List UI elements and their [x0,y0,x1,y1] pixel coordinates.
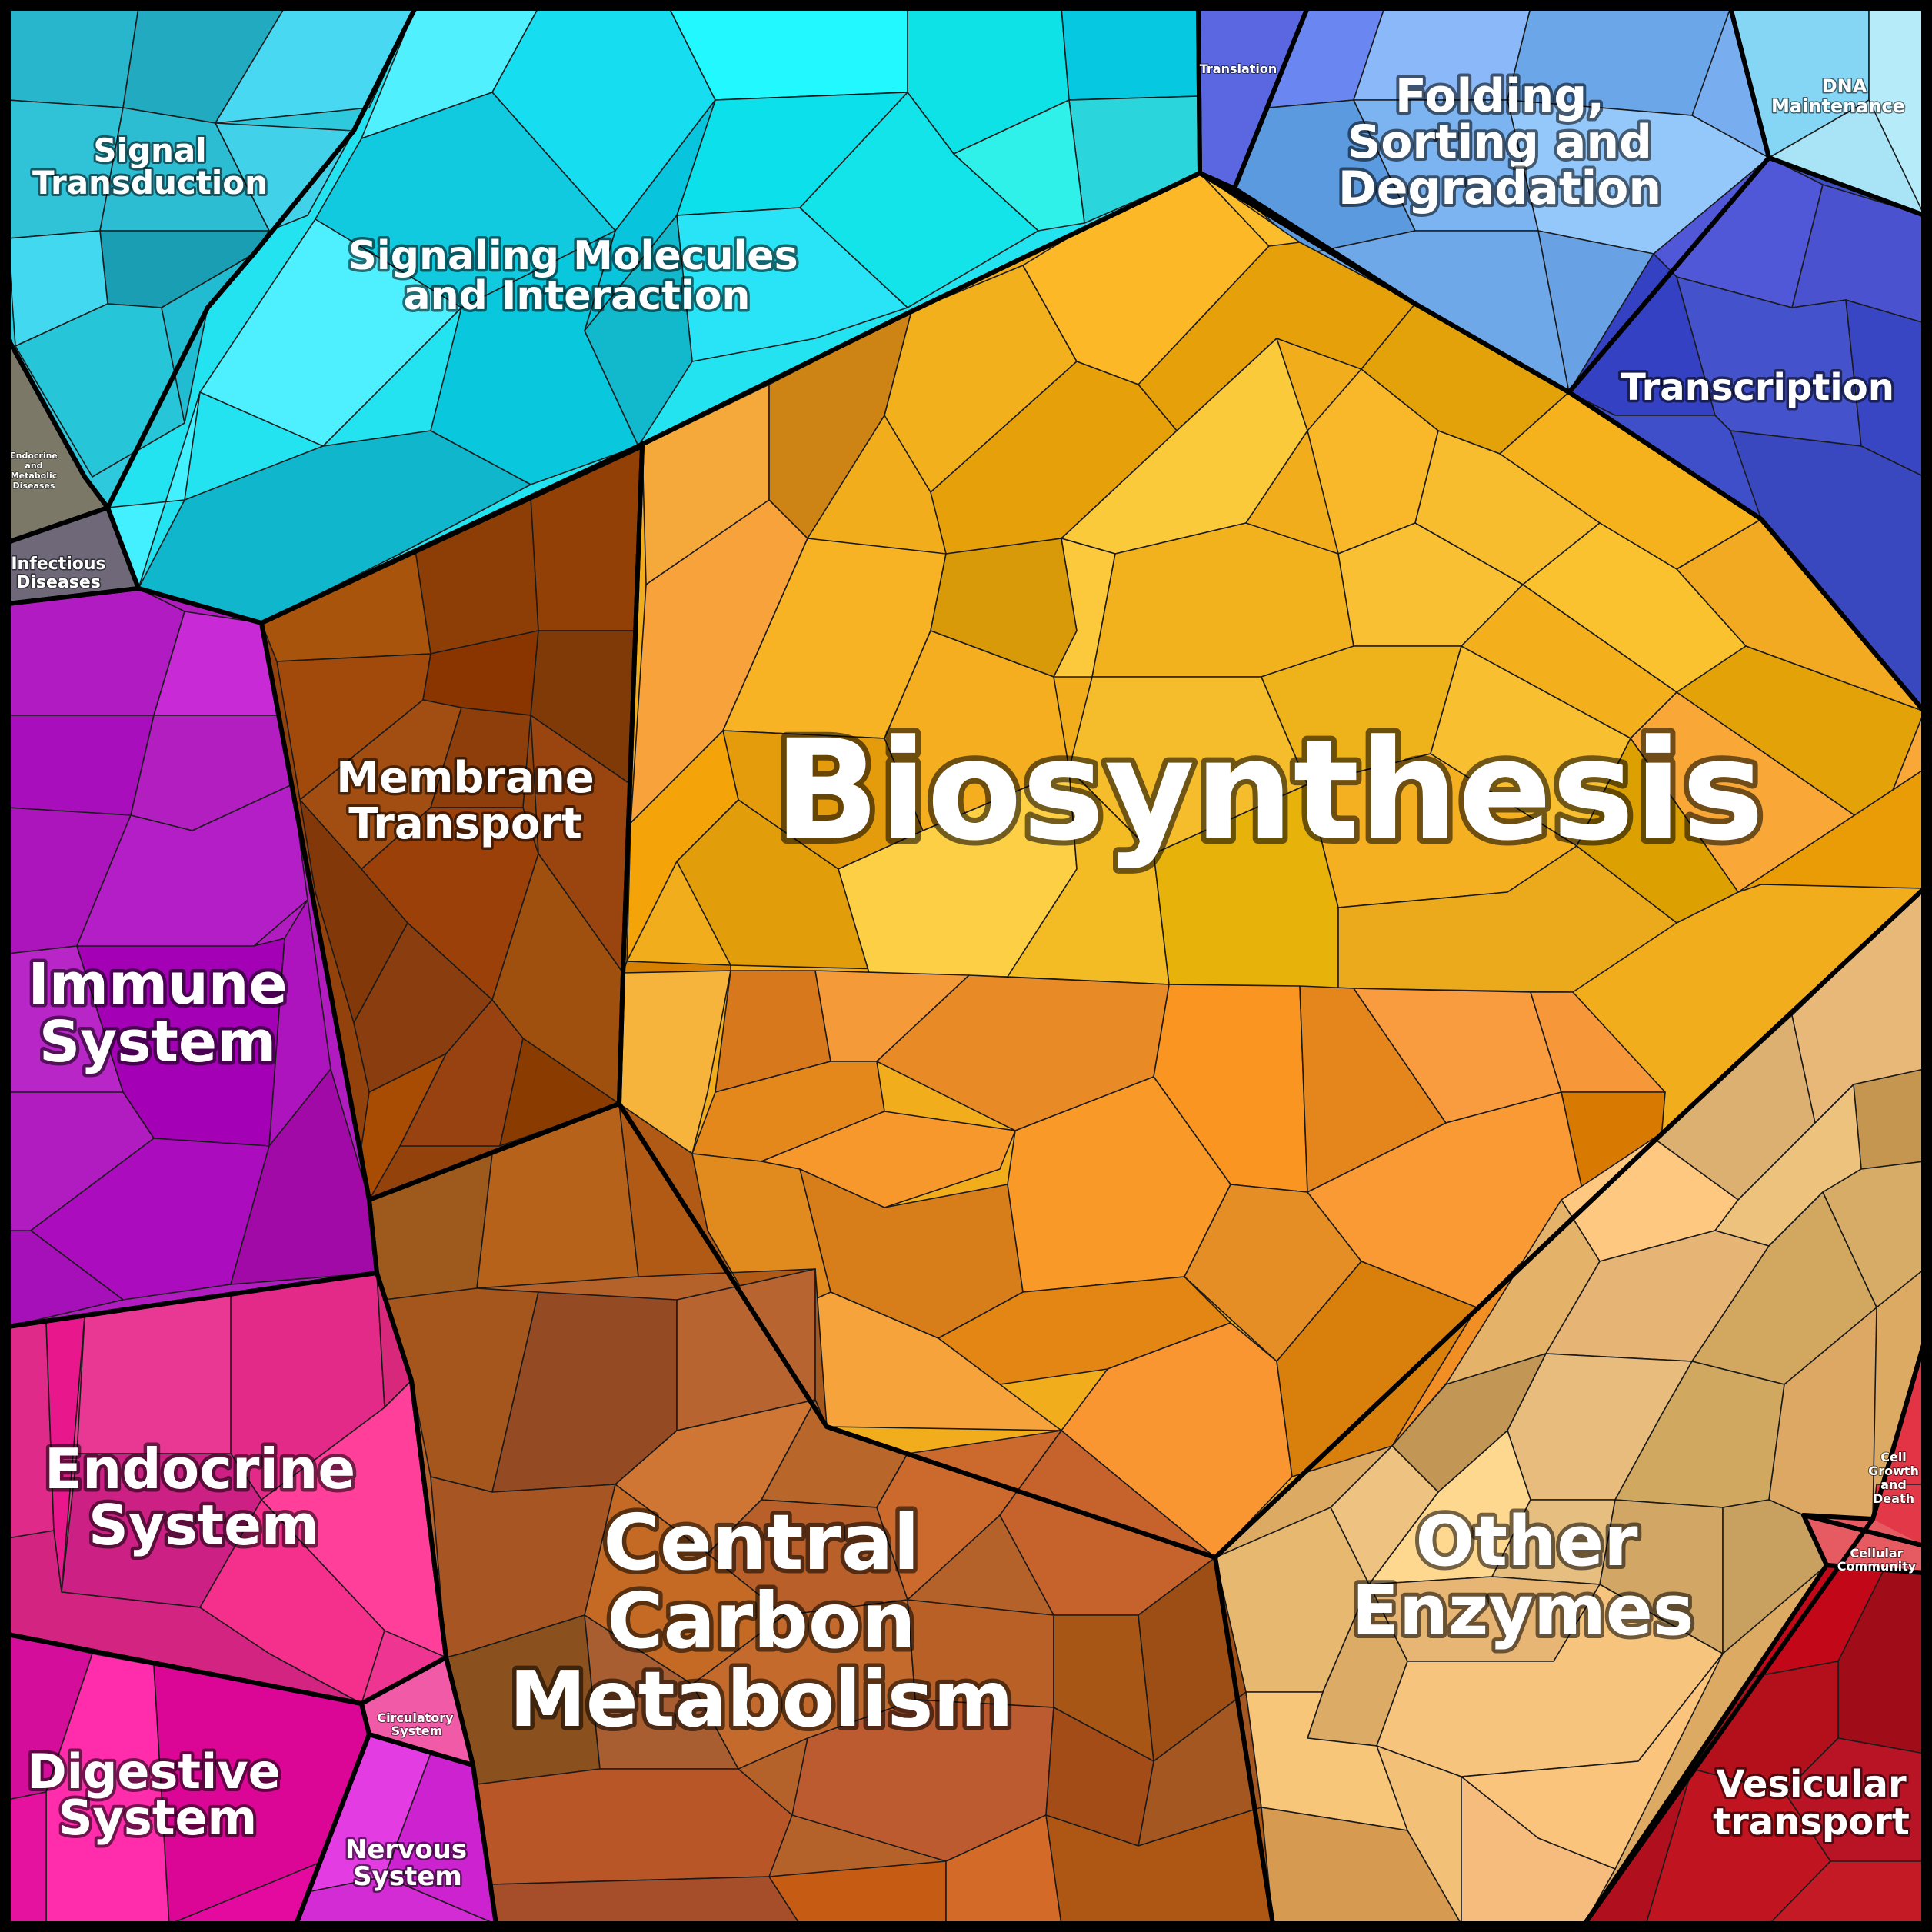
label-endocrine-metabolic-line2: and [25,461,42,471]
label-other-enzymes-line1: Other [1415,1501,1638,1582]
label-central-carbon-line3: Metabolism [509,1654,1013,1744]
cell [7,715,155,816]
region-cellular-community [1804,1515,1924,1573]
cell [953,99,1085,232]
label-endocrine-line2: System [88,1493,319,1557]
label-signaling-molecules-line2: and Interaction [404,273,751,319]
label-signal-transduction-line2: Transduction [32,164,268,202]
label-immune-line1: Immune [28,951,287,1018]
cell-tessellation [7,7,1925,1925]
label-vesicular-line2: transport [1713,1800,1910,1844]
label-central-carbon-line1: Central [603,1497,919,1587]
label-circulatory-line1: Circulatory [377,1710,454,1725]
label-endocrine-metabolic-line1: Endocrine [10,451,58,461]
label-folding-line3: Degradation [1338,162,1661,215]
label-cell-growth-line1: Cell [1880,1450,1907,1464]
label-folding-line2: Sorting and [1347,115,1652,169]
cell [7,588,185,716]
cell [1053,538,1116,678]
cell [30,1138,270,1301]
cell [361,1053,447,1201]
label-membrane-line2: Transport [348,799,582,849]
label-cellular-community-line1: Cellular [1850,1546,1903,1561]
label-signal-transduction-line1: Signal [93,132,206,169]
label-digestive-line1: Digestive [27,1744,280,1800]
cell [1061,7,1201,101]
label-infectious-line2: Diseases [16,573,101,592]
label-folding-line1: Folding, [1395,69,1604,123]
label-other-enzymes-line2: Enzymes [1352,1571,1694,1651]
label-signaling-molecules-line1: Signaling Molecules [348,233,798,279]
cell [7,7,139,108]
region-cell-growth [1804,1342,1924,1546]
label-infectious-line1: Infectious [11,555,105,574]
label-digestive-line2: System [58,1790,257,1846]
cell [7,1791,47,1925]
label-cellular-community-line2: Community [1837,1559,1917,1574]
cell [1853,1068,1925,1170]
label-cell-growth-line2: Growth [1868,1464,1919,1478]
cell [476,1768,793,1885]
label-circulatory-line2: System [391,1724,443,1738]
label-nervous-line2: System [353,1861,462,1892]
label-dna-line1: DNA [1822,75,1867,97]
label-membrane-line1: Membrane [336,753,594,803]
cell [215,122,355,232]
region-translation [1198,8,1307,188]
label-vesicular-line1: Vesicular [1716,1763,1907,1806]
label-cell-growth-line4: Death [1873,1491,1914,1506]
label-immune-line2: System [39,1009,276,1075]
label-endocrine-line1: Endocrine [45,1437,355,1501]
label-nervous-line1: Nervous [345,1834,467,1865]
cell [1461,1776,1616,1925]
label-endocrine-metabolic-line4: Diseases [13,481,55,491]
region-endocrine-metabolic [8,338,108,542]
label-cell-growth-line3: and [1880,1477,1907,1492]
cell [491,1876,801,1925]
cell [76,1295,232,1454]
label-central-carbon-line2: Carbon [607,1576,916,1666]
label-dna-line2: Maintenance [1771,95,1905,117]
label-endocrine-metabolic-line3: Metabolic [11,471,58,481]
region-labels: Signal Transduction Signaling Molecules … [9,61,1920,1894]
label-transcription: Transcription [1621,366,1894,409]
cell [584,215,693,447]
label-biosynthesis: Biosynthesis [774,711,1764,871]
label-translation: Translation [1200,62,1277,76]
